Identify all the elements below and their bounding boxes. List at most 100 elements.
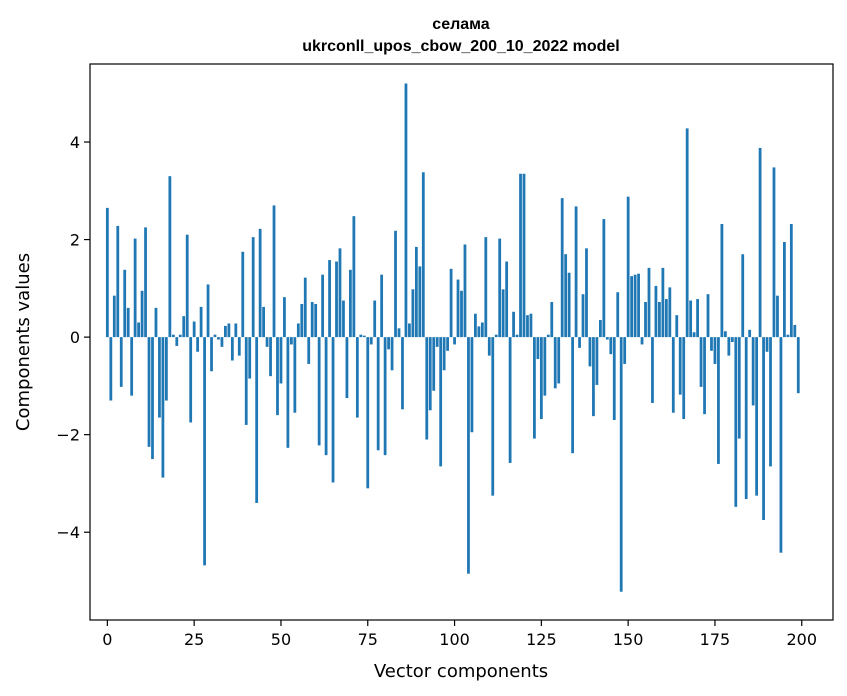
bar <box>435 337 439 347</box>
bar <box>706 294 710 338</box>
bar <box>668 287 672 338</box>
bar <box>501 289 505 338</box>
bar <box>352 216 356 338</box>
x-tick-label: 150 <box>613 630 644 649</box>
bar <box>755 337 759 496</box>
bar <box>748 329 752 338</box>
bar <box>411 289 415 338</box>
bar <box>414 246 418 338</box>
bar <box>123 269 127 338</box>
bar <box>588 337 592 367</box>
bar <box>512 311 515 338</box>
bar <box>751 337 755 406</box>
bar <box>206 284 210 338</box>
bar <box>387 337 390 350</box>
bar <box>585 248 588 338</box>
bar <box>779 337 783 553</box>
bar <box>289 337 293 345</box>
bar <box>109 337 113 401</box>
y-axis-label: Components values <box>13 253 34 431</box>
bar <box>578 337 581 348</box>
bar <box>359 334 363 338</box>
bar <box>789 223 793 338</box>
bar <box>408 323 411 338</box>
bar <box>696 299 699 338</box>
bar <box>164 337 168 401</box>
bar <box>664 299 668 338</box>
bar <box>158 337 161 418</box>
bar <box>119 337 123 387</box>
bar <box>230 337 234 361</box>
bar <box>720 223 724 338</box>
bar <box>397 328 401 338</box>
bar <box>241 251 245 338</box>
bar <box>616 292 620 338</box>
bar <box>793 324 797 338</box>
bar <box>769 337 772 467</box>
bar <box>269 337 272 377</box>
bar <box>460 290 463 338</box>
bar <box>168 176 172 338</box>
bar <box>467 337 470 574</box>
bar <box>394 230 397 338</box>
bar <box>328 260 331 338</box>
bar <box>762 337 765 521</box>
bar <box>300 303 304 338</box>
bar <box>633 274 637 338</box>
bar <box>557 337 561 384</box>
bar <box>744 337 748 500</box>
bar <box>758 147 762 338</box>
bar <box>178 334 182 338</box>
bar <box>595 337 599 385</box>
bar <box>678 337 682 395</box>
bar <box>470 337 474 433</box>
bar <box>647 267 651 338</box>
bar <box>255 337 259 503</box>
bar <box>349 269 352 338</box>
y-tick-label: 2 <box>70 231 80 250</box>
x-axis-ticks: 0 25 50 75 100 125 150 175 200 <box>102 620 817 649</box>
bar <box>258 228 262 338</box>
bar <box>710 337 713 351</box>
bar <box>338 248 342 338</box>
bar <box>515 334 519 338</box>
bar <box>307 337 311 364</box>
bar <box>484 237 488 338</box>
bar <box>602 219 606 338</box>
x-tick-label: 0 <box>102 630 112 649</box>
bar <box>213 334 217 338</box>
bar <box>661 267 665 338</box>
bar <box>644 302 647 338</box>
bar <box>317 337 321 446</box>
bar <box>171 334 175 338</box>
bar <box>703 337 706 415</box>
bar <box>335 261 338 338</box>
y-tick-label: 0 <box>70 328 80 347</box>
bar <box>185 234 189 338</box>
bar <box>640 337 644 345</box>
bar <box>276 337 279 416</box>
bar <box>498 238 502 338</box>
bar <box>533 337 536 439</box>
bar <box>487 337 491 356</box>
y-tick-label: −4 <box>56 523 80 542</box>
bar <box>494 334 498 338</box>
bar <box>730 337 734 342</box>
bar <box>463 244 467 338</box>
bar <box>723 331 727 338</box>
bar <box>737 337 741 439</box>
bar <box>685 128 689 338</box>
bar <box>373 300 377 338</box>
bar <box>283 297 286 338</box>
bar <box>425 337 429 440</box>
bar <box>147 337 151 447</box>
bar <box>571 337 574 454</box>
bar <box>112 295 116 338</box>
bar <box>508 337 512 463</box>
bar <box>182 316 186 338</box>
bar <box>369 337 373 345</box>
bar <box>519 173 522 338</box>
plot-frame <box>89 63 834 621</box>
bar <box>130 337 134 396</box>
